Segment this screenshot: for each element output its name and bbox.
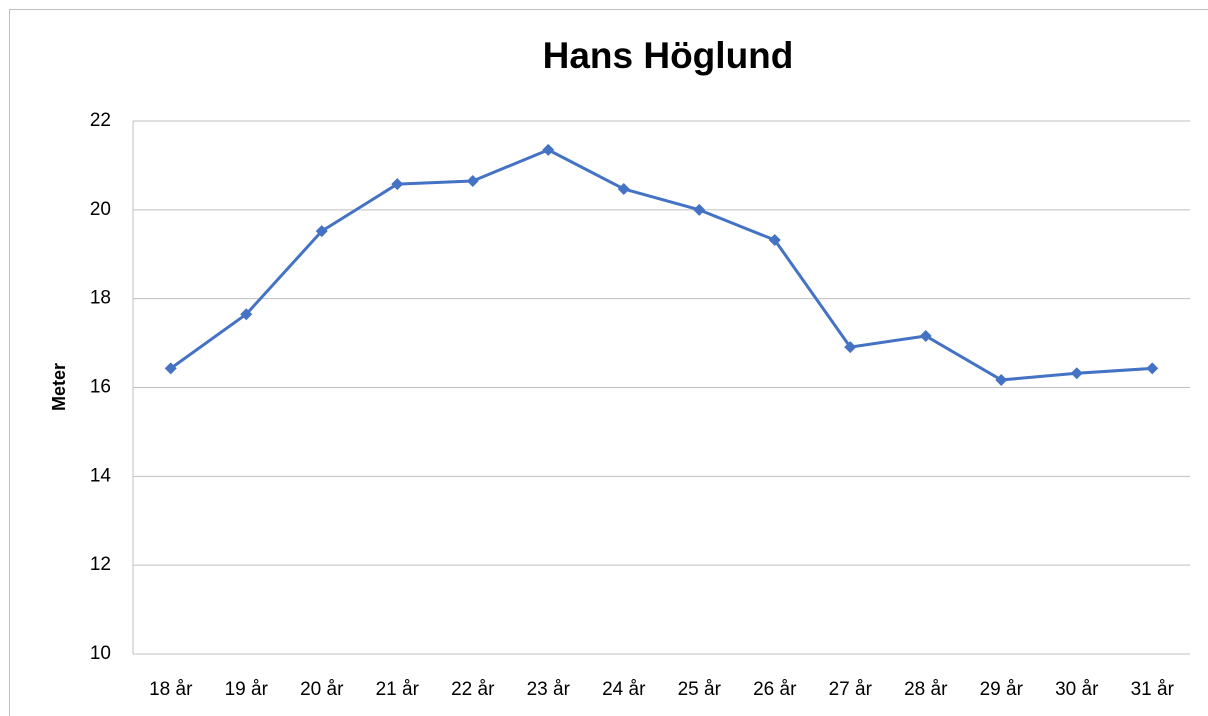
x-tick-label: 23 år [527,679,571,700]
data-marker [466,174,479,187]
y-tick-label: 22 [90,110,111,131]
data-marker [391,178,404,191]
data-marker [240,308,253,321]
chart-title: Hans Höglund [543,35,794,76]
y-tick-label: 18 [90,288,111,309]
y-tick-label: 12 [90,554,111,575]
data-line [169,148,1153,382]
data-marker [315,225,328,238]
y-tick-label: 14 [90,465,112,486]
x-tick-label: 19 år [225,679,269,700]
x-tick-label: 31 år [1131,679,1175,700]
data-marker [995,373,1008,386]
chart-border [9,9,1208,716]
x-tick-label: 18 år [149,679,193,700]
x-tick-label: 22 år [451,679,495,700]
y-tick-label: 16 [90,377,111,398]
y-axis-label: Meter [49,363,69,411]
data-marker [1070,367,1083,380]
x-tick-label: 27 år [829,679,873,700]
x-tick-label: 20 år [300,679,344,700]
x-tick-label: 28 år [904,679,948,700]
data-marker [164,362,177,375]
x-tick-label: 26 år [753,679,797,700]
x-tick-label: 24 år [602,679,646,700]
x-tick-label: 21 år [376,679,420,700]
data-marker [919,329,932,342]
data-marker [768,234,781,247]
y-tick-label: 20 [90,199,111,220]
x-tick-label: 25 år [678,679,722,700]
data-marker [542,143,555,156]
data-marker [617,182,630,195]
y-tick-label: 10 [90,643,111,664]
x-tick-label: 29 år [980,679,1024,700]
data-marker [1146,362,1159,375]
data-marker [844,341,857,354]
x-tick-label: 30 år [1055,679,1099,700]
data-marker [693,203,706,216]
